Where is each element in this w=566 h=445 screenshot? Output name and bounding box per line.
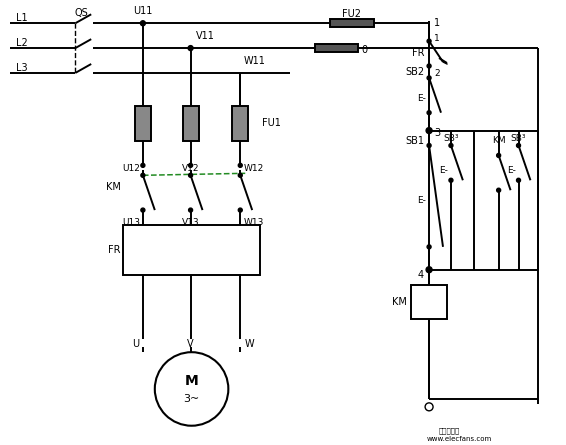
Text: 0: 0: [362, 45, 368, 55]
Circle shape: [155, 352, 228, 426]
Text: KM: KM: [492, 136, 505, 145]
Text: U12: U12: [122, 164, 140, 173]
Text: E-: E-: [417, 196, 426, 205]
Text: W12: W12: [243, 164, 264, 173]
Bar: [330, 19, 375, 27]
Text: www.elecfans.com: www.elecfans.com: [426, 436, 491, 441]
Circle shape: [427, 245, 431, 249]
Circle shape: [425, 403, 433, 411]
Text: E-: E-: [439, 166, 448, 175]
Text: L1: L1: [16, 13, 27, 23]
Circle shape: [188, 163, 192, 167]
Circle shape: [188, 45, 193, 51]
Text: QS: QS: [74, 8, 88, 18]
Text: U11: U11: [133, 6, 153, 16]
Circle shape: [426, 267, 432, 273]
Text: U: U: [132, 339, 139, 349]
Bar: [183, 106, 199, 141]
Text: M: M: [185, 374, 199, 388]
Circle shape: [238, 208, 242, 212]
Text: 1: 1: [434, 18, 440, 28]
Text: W13: W13: [243, 218, 264, 227]
Text: SB³: SB³: [511, 134, 526, 143]
Text: FR: FR: [411, 48, 424, 58]
Text: W: W: [245, 339, 254, 349]
Text: FU1: FU1: [262, 117, 281, 128]
Text: 3~: 3~: [183, 394, 200, 404]
Text: KM: KM: [392, 296, 407, 307]
Text: SB³: SB³: [443, 134, 458, 143]
Circle shape: [141, 208, 145, 212]
Text: V12: V12: [182, 164, 199, 173]
Text: KM: KM: [106, 182, 121, 192]
Text: V: V: [187, 339, 194, 349]
Text: FR: FR: [108, 245, 120, 255]
Text: SB2: SB2: [405, 67, 424, 77]
Circle shape: [141, 173, 145, 177]
Text: 3: 3: [434, 128, 440, 138]
Circle shape: [427, 39, 431, 43]
Circle shape: [141, 163, 145, 167]
Text: V13: V13: [182, 218, 199, 227]
Circle shape: [238, 173, 242, 177]
Bar: [135, 106, 151, 141]
Circle shape: [426, 128, 432, 134]
Circle shape: [517, 143, 521, 147]
Bar: [315, 44, 358, 52]
Text: 1: 1: [434, 34, 440, 43]
Text: U13: U13: [122, 218, 140, 227]
Text: FU2: FU2: [342, 9, 361, 19]
Text: L3: L3: [16, 63, 27, 73]
Circle shape: [140, 21, 145, 26]
Circle shape: [496, 188, 501, 192]
Circle shape: [188, 173, 192, 177]
Text: L2: L2: [16, 38, 27, 48]
Circle shape: [517, 178, 521, 182]
Circle shape: [427, 76, 431, 80]
Circle shape: [188, 208, 192, 212]
Text: 电子发烧友: 电子发烧友: [438, 427, 460, 434]
Text: W11: W11: [243, 56, 265, 66]
Circle shape: [427, 111, 431, 115]
Circle shape: [449, 178, 453, 182]
Circle shape: [238, 163, 242, 167]
Bar: [232, 106, 248, 141]
Text: SB1: SB1: [405, 136, 424, 146]
Circle shape: [449, 143, 453, 147]
Bar: [411, 285, 447, 320]
Bar: [123, 225, 260, 275]
Text: E-: E-: [417, 94, 426, 103]
Text: V11: V11: [195, 31, 215, 41]
Circle shape: [427, 143, 431, 147]
Text: 4: 4: [418, 270, 424, 279]
Text: 2: 2: [434, 69, 440, 78]
Circle shape: [427, 64, 431, 68]
Text: E-: E-: [507, 166, 516, 175]
Circle shape: [496, 154, 501, 158]
